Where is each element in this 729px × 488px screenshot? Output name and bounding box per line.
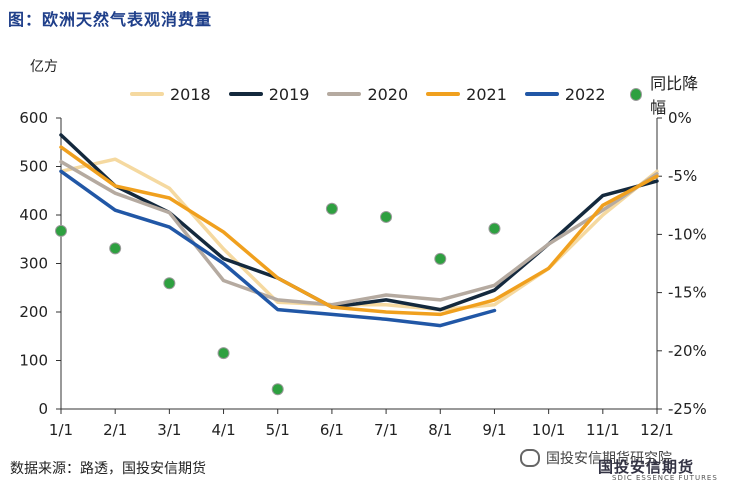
x-tick-label: 10/1 [532, 421, 566, 439]
series-line-2022 [59, 169, 497, 328]
chart-legend: 2018 2019 2020 2021 2022 同比降幅 [130, 70, 729, 118]
legend-swatch [524, 92, 559, 96]
brand-logo-en: SDIC ESSENCE FUTURES [612, 474, 718, 482]
legend-2018: 2018 [130, 85, 211, 104]
legend-yoy: 同比降幅 [624, 70, 711, 118]
legend-label: 2022 [564, 84, 606, 104]
y-tick-label: 400 [19, 206, 48, 224]
legend-2020: 2020 [327, 85, 408, 104]
y-tick-label: 100 [19, 352, 48, 370]
watermark-text: 国投安信期货研究院 [546, 451, 672, 467]
brand-logo-text: 国投安信期货 [598, 458, 695, 476]
data-source: 数据来源：路透，国投安信期货 [10, 461, 206, 477]
x-tick-label: 7/1 [374, 421, 398, 439]
legend-swatch [426, 92, 461, 96]
yoy-point [434, 252, 447, 265]
yoy-point [109, 242, 122, 255]
x-tick-label: 4/1 [211, 421, 235, 439]
x-tick-label: 9/1 [482, 421, 506, 439]
wechat-icon [520, 449, 540, 467]
y2-tick-label: -10% [668, 225, 707, 243]
y2-tick-label: -5% [668, 167, 697, 185]
y2-tick-label: 0% [668, 109, 692, 127]
y-tick-label: 600 [19, 109, 48, 127]
x-tick-label: 5/1 [266, 421, 290, 439]
yoy-point [488, 222, 501, 235]
x-tick-label: 3/1 [157, 421, 181, 439]
yoy-point [271, 383, 284, 396]
yoy-point [163, 277, 176, 290]
x-tick-label: 1/1 [49, 421, 73, 439]
legend-label: 2018 [170, 84, 211, 104]
series-line-2018 [59, 157, 659, 312]
x-tick-label: 11/1 [586, 421, 620, 439]
legend-swatch [327, 92, 362, 96]
yoy-point [217, 347, 230, 360]
watermark: 国投安信期货研究院 [520, 448, 672, 468]
y2-tick-label: -25% [668, 400, 707, 418]
series-line-2020 [59, 159, 659, 307]
legend-swatch [228, 92, 263, 96]
y-tick-label: 200 [19, 303, 48, 321]
y2-tick-label: -15% [668, 284, 707, 302]
chart-title: 图：欧洲天然气表观消费量 [8, 10, 213, 29]
y2-tick-label: -20% [668, 342, 707, 360]
legend-label: 2020 [367, 84, 409, 104]
x-tick-label: 6/1 [320, 421, 344, 439]
yoy-point [55, 224, 67, 237]
legend-dot-icon [629, 87, 643, 101]
x-tick-label: 2/1 [103, 421, 127, 439]
series-line-2021 [59, 145, 659, 317]
x-tick-label: 8/1 [428, 421, 452, 439]
legend-label: 2021 [466, 84, 507, 104]
y-tick-label: 300 [19, 255, 48, 273]
yoy-point [325, 202, 338, 215]
x-tick-label: 12/1 [640, 421, 674, 439]
legend-swatch [130, 92, 164, 96]
legend-2022: 2022 [524, 84, 606, 104]
legend-2019: 2019 [228, 84, 310, 104]
legend-label: 2019 [268, 84, 310, 104]
y-tick-label: 500 [19, 158, 48, 176]
legend-2021: 2021 [426, 85, 507, 104]
yoy-point [380, 210, 393, 223]
legend-label: 同比降幅 [650, 74, 699, 117]
y-axis-unit: 亿方 [30, 59, 58, 75]
y-tick-label: 0 [38, 400, 48, 418]
